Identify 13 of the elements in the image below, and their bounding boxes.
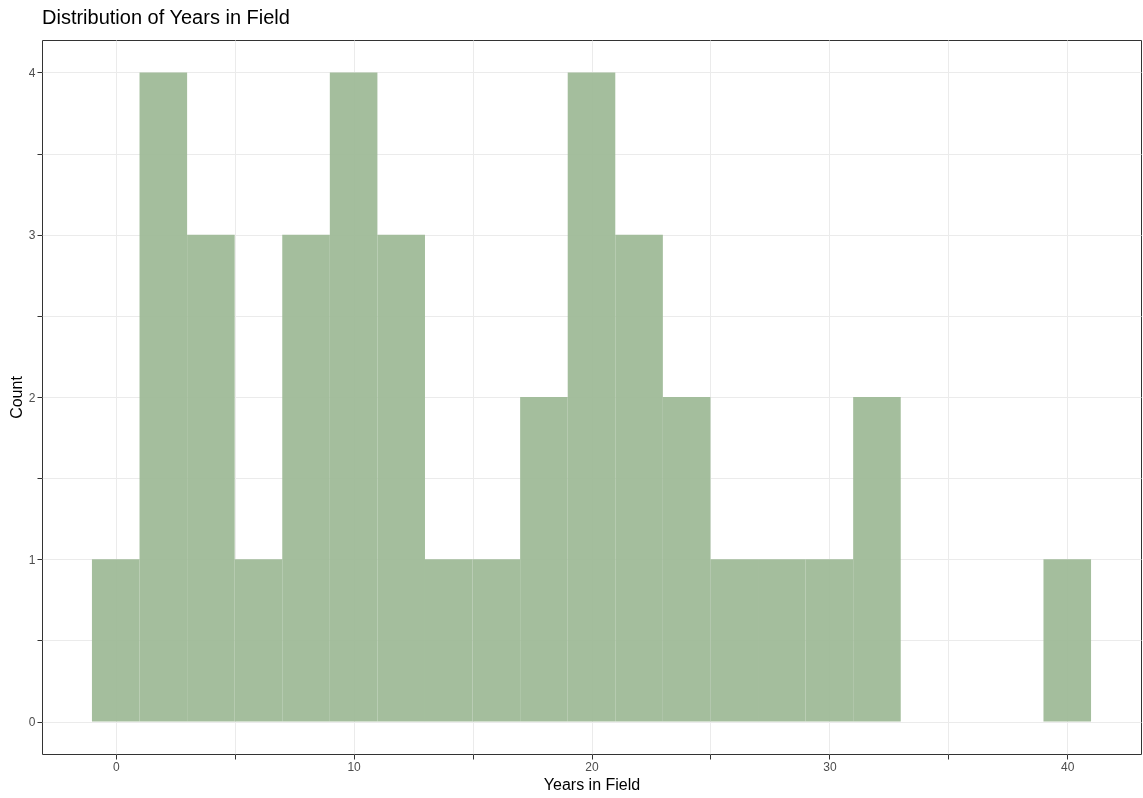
x-tick-label: 0 — [112, 759, 120, 774]
x-tick-label: 20 — [585, 759, 599, 774]
y-axis-title: Count — [7, 375, 25, 419]
y-tick-label: 2 — [28, 390, 36, 405]
y-tick-label: 1 — [28, 552, 36, 567]
y-tick-label: 4 — [28, 65, 36, 80]
y-tick-label: 3 — [28, 228, 36, 243]
x-tick-label: 40 — [1061, 759, 1075, 774]
y-tick-label: 0 — [28, 715, 36, 730]
x-axis-title: Years in Field — [543, 775, 641, 793]
x-tick-label: 30 — [823, 759, 837, 774]
x-tick-label: 10 — [347, 759, 362, 774]
chart-title: Distribution of Years in Field — [42, 6, 290, 28]
